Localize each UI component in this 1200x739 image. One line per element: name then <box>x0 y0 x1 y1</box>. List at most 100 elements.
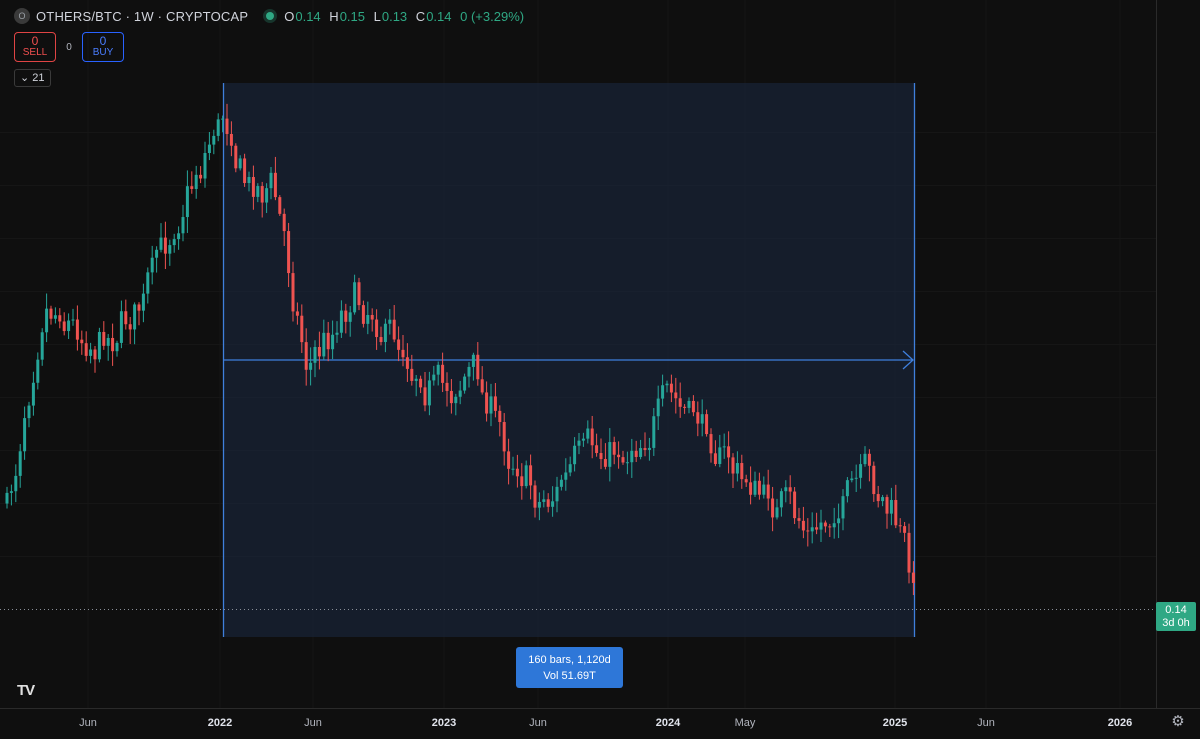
candle-body <box>621 457 625 463</box>
time-axis-label: Jun <box>79 717 97 729</box>
symbol-title[interactable]: OTHERS/BTC · 1W · CRYPTOCAP <box>36 8 249 24</box>
candle-body <box>467 366 471 377</box>
candle-body <box>907 532 911 573</box>
candle-body <box>379 337 383 343</box>
candle-body <box>304 342 308 370</box>
candle-body <box>243 158 247 184</box>
candle-body <box>89 349 93 356</box>
candle-body <box>722 446 726 448</box>
time-axis-label: 2024 <box>656 717 681 729</box>
candle-body <box>225 118 229 134</box>
candle-body <box>669 383 673 393</box>
candle-body <box>353 282 357 313</box>
candle-body <box>238 158 242 169</box>
candle-body <box>555 486 559 502</box>
candle-body <box>520 476 524 487</box>
candle-body <box>14 475 18 492</box>
candle-body <box>652 416 656 448</box>
candle-body <box>111 337 115 352</box>
candle-body <box>322 332 326 357</box>
time-axis-label: Jun <box>529 717 547 729</box>
sell-button[interactable]: 0 SELL <box>14 32 56 62</box>
candle-body <box>317 347 321 357</box>
time-axis-label: 2022 <box>208 717 232 729</box>
candle-body <box>471 354 475 367</box>
candle-body <box>150 257 154 273</box>
candle-body <box>480 379 484 393</box>
candle-body <box>524 465 528 487</box>
candle-body <box>885 497 889 514</box>
candle-body <box>71 319 75 321</box>
candle-body <box>872 465 876 495</box>
candle-body <box>93 349 97 360</box>
candle-body <box>326 332 330 350</box>
candle-body <box>713 453 717 464</box>
trade-panel: 0 SELL 0 0 BUY <box>14 32 124 62</box>
candle-body <box>216 119 220 136</box>
candle-body <box>612 442 616 455</box>
candle-body <box>458 390 462 397</box>
candle-body <box>779 491 783 508</box>
candle-body <box>801 520 805 531</box>
candle-body <box>590 428 594 446</box>
candle-body <box>625 462 629 464</box>
gear-icon[interactable]: ⚙ <box>1171 713 1185 730</box>
candle-body <box>401 349 405 358</box>
change-value: 0 (+3.29%) <box>460 8 525 24</box>
candle-body <box>634 450 638 457</box>
candle-body <box>58 315 62 322</box>
candle-body <box>537 501 541 508</box>
open-label: O <box>284 8 295 24</box>
candle-body <box>797 518 801 521</box>
candle-body <box>854 477 858 479</box>
candle-body <box>436 364 440 375</box>
indicators-toggle[interactable]: ⌄ 21 <box>14 69 51 87</box>
candle-body <box>313 347 317 363</box>
candle-body <box>423 387 427 406</box>
candle-body <box>370 314 374 320</box>
candle-body <box>449 390 453 404</box>
candle-body <box>485 392 489 414</box>
candle-body <box>674 392 678 399</box>
measure-arrow-head <box>902 350 914 370</box>
candle-body <box>643 448 647 450</box>
candle-body <box>511 468 515 470</box>
candle-body <box>709 434 713 454</box>
buy-button[interactable]: 0 BUY <box>82 32 124 62</box>
candle-body <box>564 472 568 480</box>
candle-body <box>273 172 277 198</box>
candle-body <box>775 507 779 518</box>
candle-body <box>656 398 660 417</box>
candle-body <box>608 442 612 467</box>
candle-body <box>551 501 555 507</box>
candle-body <box>392 319 396 340</box>
candle-body <box>163 237 167 254</box>
candle-body <box>771 498 775 518</box>
candle-body <box>383 323 387 343</box>
candle-body <box>75 319 79 340</box>
candle-body <box>678 398 682 407</box>
sell-label: SELL <box>22 47 48 58</box>
candle-body <box>141 293 145 311</box>
candle-body <box>753 480 757 495</box>
candle-body <box>489 396 493 414</box>
measure-bars-text: 160 bars, 1,120d <box>528 653 611 666</box>
bar-countdown: 3d 0h <box>1162 616 1190 629</box>
candle-body <box>898 525 902 527</box>
sell-count: 0 <box>31 34 39 48</box>
candle-body <box>80 339 84 344</box>
candle-body <box>749 482 753 495</box>
candle-body <box>845 480 849 497</box>
candle-body <box>911 572 915 583</box>
tradingview-logo[interactable]: TV <box>17 682 35 699</box>
candle-body <box>806 530 810 532</box>
time-axis[interactable]: Jun 2022 Jun 2023 Jun 2024 May 2025 Jun 2026 <box>79 717 1132 729</box>
candle-body <box>577 440 581 446</box>
candle-body <box>427 380 431 406</box>
indicators-count: 21 <box>32 72 45 84</box>
candle-body <box>700 414 704 424</box>
candle-body <box>419 378 423 388</box>
candle-body <box>515 468 519 477</box>
candle-body <box>102 331 106 346</box>
